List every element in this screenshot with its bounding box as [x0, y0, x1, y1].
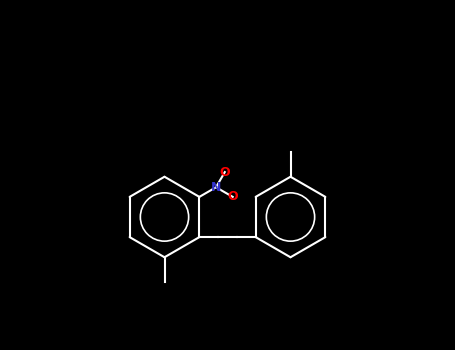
Text: O: O — [219, 166, 230, 178]
Text: N: N — [211, 181, 221, 194]
Text: O: O — [228, 190, 238, 203]
